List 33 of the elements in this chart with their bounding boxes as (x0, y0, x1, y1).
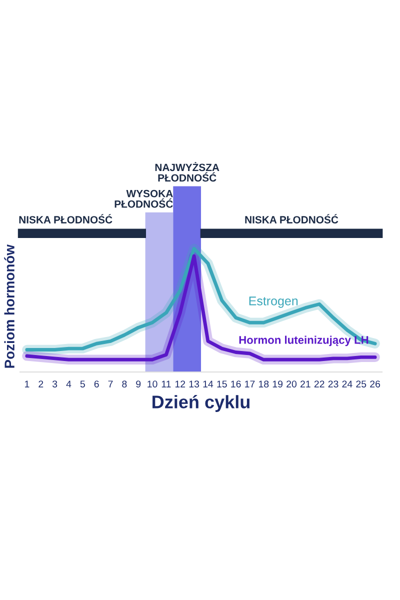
x-tick-label: 2 (38, 380, 44, 388)
x-tick-label: 12 (175, 380, 186, 388)
x-tick-label: 24 (342, 380, 352, 388)
x-tick-label: 20 (286, 380, 297, 388)
x-tick-label: 3 (52, 380, 58, 388)
x-tick-label: 18 (258, 380, 269, 388)
x-tick-label: 8 (122, 380, 127, 388)
x-tick-label: 19 (272, 380, 283, 388)
x-tick-label: 13 (189, 380, 200, 388)
x-tick-label: 14 (203, 380, 214, 388)
x-axis-title: Dzień cyklu (152, 394, 250, 412)
x-tick-label: 7 (108, 380, 113, 388)
x-tick-label: 10 (148, 380, 158, 388)
y-axis-title: Poziom hormonów (4, 244, 14, 368)
x-tick-label: 26 (370, 380, 380, 388)
x-tick-label: 17 (245, 380, 255, 388)
x-tick-label: 1 (25, 380, 30, 388)
x-tick-label: 9 (136, 380, 141, 388)
x-tick-label: 22 (314, 380, 324, 388)
x-tick-label: 23 (328, 380, 338, 388)
x-tick-label: 16 (231, 380, 241, 388)
band-label: WYSOKA PŁODNOŚĆ (114, 190, 173, 208)
x-tick-label: 21 (300, 380, 310, 388)
x-tick-label: 5 (80, 380, 85, 388)
band-label: NAJWYŻSZA PŁODNOŚĆ (155, 162, 220, 182)
x-tick-label: 4 (66, 380, 72, 388)
x-tick-label: 6 (94, 380, 99, 388)
x-tick-label: 15 (217, 380, 227, 388)
series-label: Estrogen (249, 296, 298, 308)
text: NISKA PŁODNOŚĆ (19, 214, 112, 224)
x-tick-label: 25 (356, 380, 366, 388)
text: NISKA PŁODNOŚĆ (245, 214, 338, 224)
x-tick-label: 11 (162, 380, 171, 388)
